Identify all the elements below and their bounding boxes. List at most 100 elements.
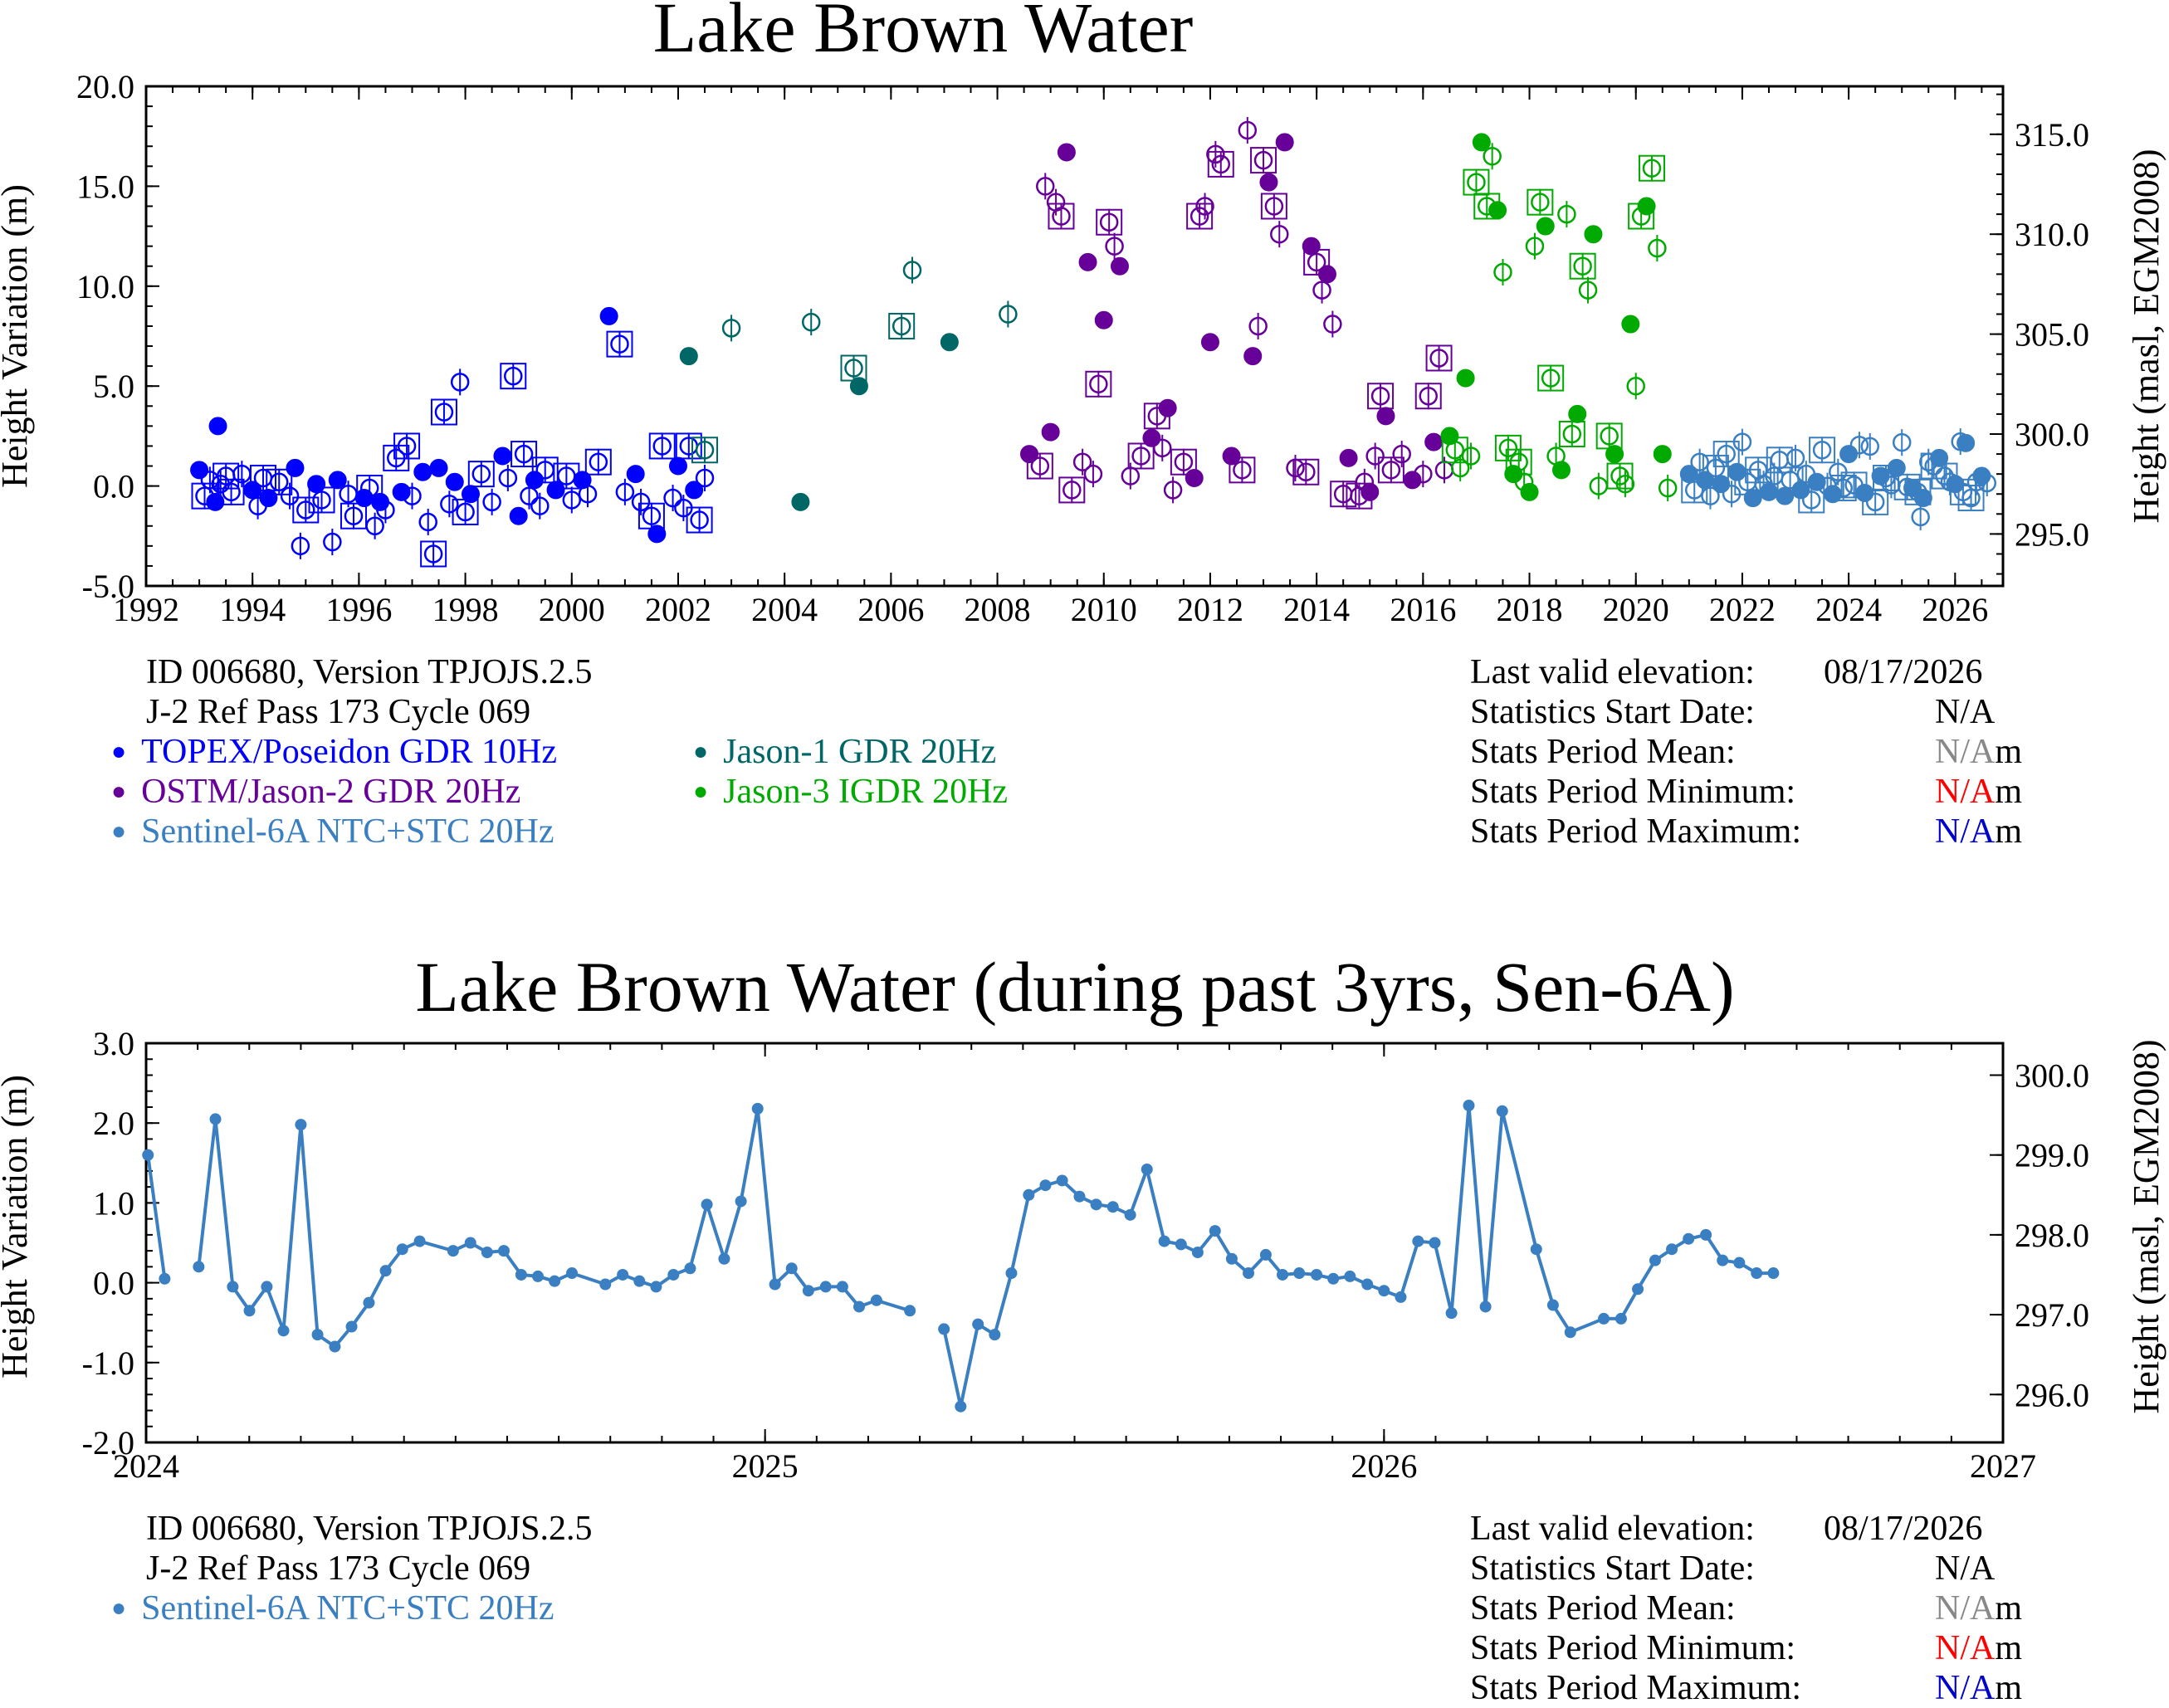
data-point: [1293, 1267, 1306, 1280]
data-point: [631, 488, 651, 515]
data-point: [1078, 252, 1097, 271]
y-tick-label: 5.0: [93, 368, 134, 405]
y-tick-label-right: 300.0: [2015, 416, 2089, 453]
data-point: [1259, 173, 1278, 192]
dataset-id: ID 006680, Version TPJOJS.2.5: [146, 1510, 593, 1548]
y-tick-label-right: 315.0: [2015, 116, 2089, 154]
data-point: [1073, 1190, 1086, 1203]
data-point: [999, 300, 1018, 328]
legend-item-jason2: ● OSTM/Jason-2 GDR 20Hz: [111, 772, 520, 812]
data-point: [1648, 235, 1667, 262]
y-tick-label-right: 310.0: [2015, 216, 2089, 253]
y-tick-label: 2.0: [93, 1105, 134, 1142]
data-point: [440, 490, 459, 518]
data-point: [1057, 143, 1076, 162]
data-point: [1243, 1267, 1255, 1280]
data-point: [1855, 484, 1874, 503]
data-point: [227, 1281, 239, 1293]
data-point: [1026, 452, 1053, 480]
x-tick-label: 2022: [1709, 591, 1776, 628]
x-tick-label: 2026: [1922, 591, 1988, 628]
data-point: [566, 1267, 579, 1280]
data-point: [1892, 429, 1912, 456]
data-point: [1751, 1267, 1763, 1280]
data-point: [888, 312, 916, 339]
data-point: [1424, 432, 1444, 451]
data-point: [286, 458, 305, 477]
data-point: [1158, 398, 1177, 417]
data-point: [1260, 193, 1287, 220]
data-point: [1170, 448, 1197, 476]
data-point: [1317, 265, 1336, 284]
data-point: [261, 1281, 273, 1293]
data-point: [1225, 1252, 1238, 1265]
x-tick-label: 2020: [1603, 591, 1669, 628]
data-point: [1860, 432, 1880, 460]
data-point: [584, 448, 612, 476]
data-point: [938, 1323, 950, 1335]
data-point: [142, 1149, 154, 1161]
data-point: [1243, 347, 1263, 366]
data-point: [1578, 276, 1598, 304]
legend-dot-icon: ●: [111, 1594, 127, 1622]
data-point: [718, 1252, 730, 1265]
data-point: [413, 462, 432, 481]
data-point: [1569, 252, 1596, 280]
data-point: [1605, 445, 1624, 464]
data-point: [259, 489, 278, 508]
max-unit: m: [1995, 1669, 2023, 1707]
data-point: [393, 432, 421, 460]
last-valid-label: Last valid elevation:: [1470, 1510, 1755, 1548]
data-line: [142, 1100, 1780, 1413]
data-point: [392, 482, 411, 501]
max-unit: m: [1995, 813, 2023, 851]
x-tick-label: 2002: [645, 591, 711, 628]
data-point: [1361, 1278, 1374, 1291]
y-tick-label-right: 300.0: [2015, 1057, 2089, 1094]
data-point: [1124, 1208, 1136, 1221]
data-point: [1743, 489, 1762, 508]
data-point: [1956, 433, 1976, 452]
data-point: [1488, 201, 1507, 220]
legend-label: Sentinel-6A NTC+STC 20Hz: [141, 813, 554, 851]
data-point: [396, 1243, 408, 1256]
data-point: [1930, 448, 1949, 467]
data-point: [1085, 370, 1112, 398]
data-point: [1286, 454, 1305, 481]
data-point: [1207, 150, 1234, 178]
data-point: [1653, 445, 1672, 464]
x-tick-label: 2024: [1815, 591, 1882, 628]
data-point: [1849, 432, 1869, 459]
mean-unit: m: [1995, 1589, 2023, 1627]
data-point: [1259, 1248, 1272, 1261]
y-tick-label-right: 298.0: [2015, 1217, 2089, 1254]
data-point: [638, 502, 665, 529]
data-point: [684, 1262, 696, 1275]
x-tick-label: 1996: [325, 591, 392, 628]
start-date-value: N/A: [1935, 1549, 1996, 1588]
legend-dot-icon: ●: [111, 738, 127, 765]
y-tick-label: -2.0: [82, 1424, 134, 1462]
data-point: [801, 309, 821, 336]
data-point: [1141, 1163, 1153, 1175]
data-point: [376, 496, 395, 524]
data-point: [1377, 456, 1404, 484]
data-point: [1638, 154, 1665, 182]
data-point: [546, 481, 565, 500]
data-point: [791, 492, 810, 511]
data-point: [277, 1325, 290, 1337]
data-point: [955, 1400, 967, 1413]
x-tick-label: 2008: [965, 591, 1031, 628]
data-point: [345, 1320, 358, 1333]
data-point: [498, 464, 518, 491]
data-point: [515, 1268, 527, 1281]
data-point: [311, 1329, 324, 1341]
data-point: [1327, 1272, 1340, 1285]
data-point: [1456, 368, 1475, 388]
data-point: [323, 529, 342, 556]
data-point: [1496, 1105, 1508, 1117]
data-point: [356, 475, 383, 502]
stats-panel: Last valid elevation: 08/17/2026 Statisti…: [1470, 652, 2051, 852]
y-tick-label-right: 299.0: [2015, 1137, 2089, 1174]
data-point: [904, 1305, 916, 1317]
